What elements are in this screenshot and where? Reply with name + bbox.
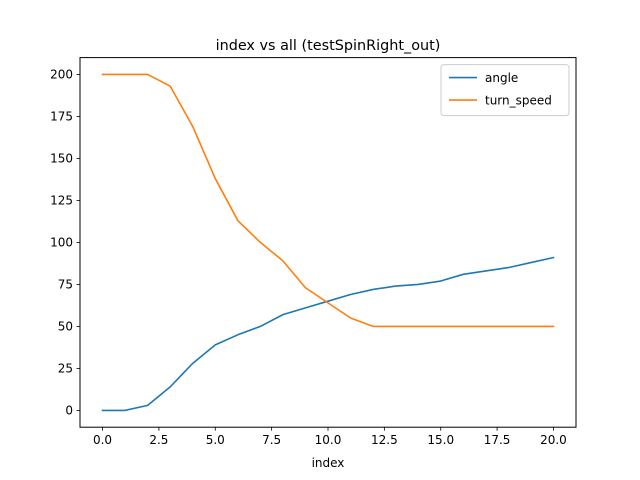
x-tick-label: 2.5	[149, 433, 168, 447]
plot-frame	[79, 57, 577, 428]
y-tick-label: 75	[58, 278, 73, 292]
y-tick-label: 175	[50, 110, 73, 124]
x-tick-label: 5.0	[206, 433, 225, 447]
x-tick-label: 17.5	[484, 433, 511, 447]
series-layer	[101, 73, 555, 412]
y-tick-label: 25	[58, 362, 73, 376]
series-line-turn-speed	[101, 73, 555, 328]
y-tick-label: 125	[50, 194, 73, 208]
y-tick-label: 200	[50, 68, 73, 82]
x-tick-label: 0.0	[93, 433, 112, 447]
y-tick-label: 50	[58, 320, 73, 334]
axes-layer: 0.0 2.5 5.0 7.5 10.0 12.5 15.0 17.5 20.0 0 25 50 75 1…	[50, 68, 567, 448]
x-tick-label: 10.0	[315, 433, 342, 447]
x-tick-label: 15.0	[427, 433, 454, 447]
series-line-angle	[101, 256, 555, 412]
y-tick-label: 100	[50, 236, 73, 250]
x-axis-label: index	[312, 456, 345, 470]
x-tick-label: 12.5	[371, 433, 398, 447]
x-tick-label: 20.0	[540, 433, 567, 447]
legend-label: angle	[485, 71, 518, 85]
y-tick-label: 150	[50, 152, 73, 166]
legend: angle turn_speed	[440, 64, 570, 117]
y-tick-label: 0	[65, 404, 73, 418]
x-tick-label: 7.5	[262, 433, 281, 447]
legend-label: turn_speed	[485, 93, 552, 107]
chart-title: index vs all (testSpinRight_out)	[216, 38, 441, 54]
